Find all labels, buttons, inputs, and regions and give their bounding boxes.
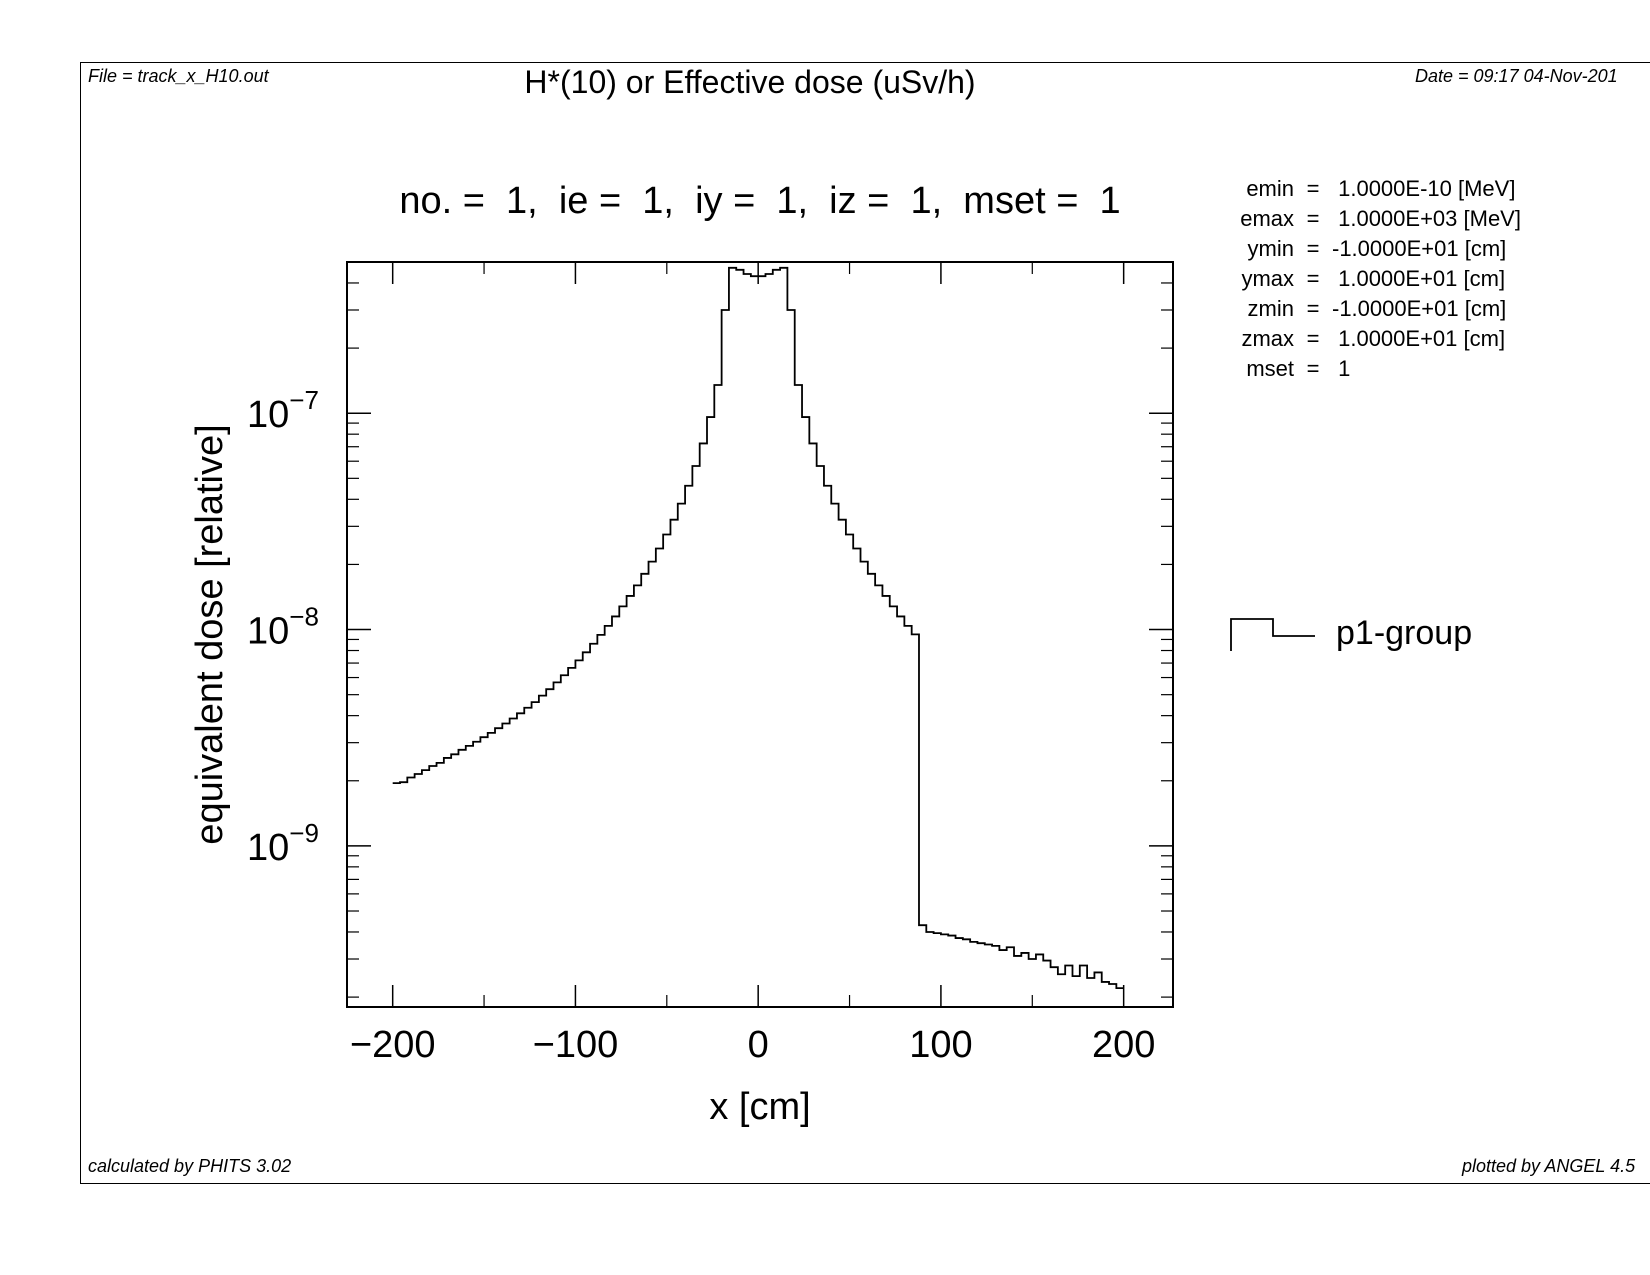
param-value: 1.0000E+03 [MeV]: [1332, 206, 1521, 231]
param-equals: =: [1306, 326, 1320, 351]
plot-frame: [80, 62, 1650, 1184]
param-row: mset = 1: [1180, 354, 1521, 384]
param-name: emax: [1240, 206, 1294, 231]
param-row: ymax = 1.0000E+01 [cm]: [1180, 264, 1521, 294]
y-tick-label: 10−9: [247, 818, 319, 869]
x-tick-label: −200: [350, 1024, 436, 1066]
param-row: ymin = -1.0000E+01 [cm]: [1180, 234, 1521, 264]
param-name: ymin: [1247, 236, 1294, 261]
series-p1-group-line: [392, 266, 1124, 990]
x-tick-label: 200: [1092, 1024, 1155, 1066]
x-tick-label: −100: [533, 1024, 619, 1066]
file-label: File = track_x_H10.out: [88, 66, 269, 86]
param-equals: =: [1306, 356, 1320, 381]
date-label: Date = 09:17 04-Nov-201: [1415, 66, 1618, 86]
param-equals: =: [1306, 176, 1320, 201]
param-row: emin = 1.0000E-10 [MeV]: [1180, 174, 1521, 204]
param-value: 1.0000E-10 [MeV]: [1332, 176, 1516, 201]
legend-step-symbol: [1230, 618, 1315, 651]
param-row: emax = 1.0000E+03 [MeV]: [1180, 204, 1521, 234]
param-name: zmin: [1247, 296, 1294, 321]
param-value: 1.0000E+01 [cm]: [1332, 326, 1506, 351]
param-row: zmin = -1.0000E+01 [cm]: [1180, 294, 1521, 324]
param-name: emin: [1246, 176, 1294, 201]
param-equals: =: [1306, 266, 1320, 291]
parameter-list: emin = 1.0000E-10 [MeV] emax = 1.0000E+03 …: [1180, 174, 1521, 384]
param-value: 1: [1332, 356, 1351, 381]
x-tick-label: 100: [909, 1024, 972, 1066]
x-tick-label: 0: [748, 1024, 769, 1066]
y-tick-label: 10−7: [247, 385, 319, 436]
x-axis-label: x [cm]: [709, 1086, 810, 1128]
param-equals: =: [1306, 206, 1320, 231]
param-name: ymax: [1241, 266, 1294, 291]
param-name: zmax: [1241, 326, 1294, 351]
calculated-by-label: calculated by PHITS 3.02: [88, 1156, 292, 1176]
y-tick-label: 10−8: [247, 602, 319, 653]
param-name: mset: [1246, 356, 1294, 381]
plotted-by-label: plotted by ANGEL 4.5: [1462, 1156, 1636, 1176]
legend-label: p1-group: [1336, 614, 1473, 652]
plot-subtitle: no. = 1, ie = 1, iy = 1, iz = 1, mset = …: [399, 180, 1121, 222]
param-value: -1.0000E+01 [cm]: [1332, 296, 1507, 321]
param-value: -1.0000E+01 [cm]: [1332, 236, 1507, 261]
param-equals: =: [1306, 296, 1320, 321]
param-value: 1.0000E+01 [cm]: [1332, 266, 1506, 291]
y-axis-label: equivalent dose [relative]: [189, 424, 231, 844]
param-row: zmax = 1.0000E+01 [cm]: [1180, 324, 1521, 354]
param-equals: =: [1306, 236, 1320, 261]
plot-area: [346, 261, 1174, 1008]
page-title: H*(10) or Effective dose (uSv/h): [524, 64, 976, 100]
